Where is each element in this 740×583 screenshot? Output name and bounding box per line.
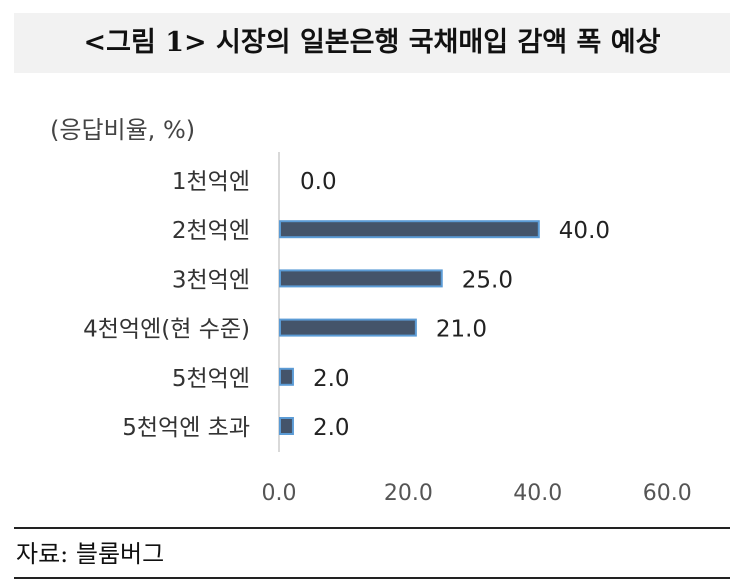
- data-label: 25.0: [462, 267, 513, 293]
- x-tick-label: 40.0: [513, 481, 562, 506]
- bar: [279, 318, 417, 337]
- source-note: 자료: 블룸버그: [16, 540, 165, 568]
- data-label: 2.0: [313, 366, 350, 392]
- bar: [279, 417, 294, 435]
- category-label: 1천억엔: [172, 169, 250, 195]
- bar: [279, 269, 443, 288]
- category-label: 3천억엔: [172, 267, 250, 293]
- unit-label: (응답비율, %): [50, 116, 196, 144]
- data-label: 0.0: [300, 169, 337, 195]
- chart-title: <그림 1> 시장의 일본은행 국채매입 감액 폭 예상: [83, 27, 661, 58]
- bar: [279, 220, 540, 239]
- title-box: <그림 1> 시장의 일본은행 국채매입 감액 폭 예상: [14, 13, 730, 73]
- category-label: 5천억엔: [172, 366, 250, 392]
- bar: [279, 367, 294, 386]
- x-tick-label: 20.0: [384, 481, 433, 506]
- category-label: 4천억엔(현 수준): [83, 317, 250, 343]
- x-tick-label: 60.0: [643, 481, 692, 506]
- source-divider-top: [14, 527, 730, 529]
- x-tick-label: 0.0: [262, 481, 297, 506]
- category-label: 2천억엔: [172, 218, 250, 244]
- data-label: 2.0: [313, 415, 350, 441]
- source-divider-bottom: [14, 577, 730, 579]
- data-label: 40.0: [559, 218, 610, 244]
- data-label: 21.0: [436, 317, 487, 343]
- category-label: 5천억엔 초과: [122, 415, 250, 441]
